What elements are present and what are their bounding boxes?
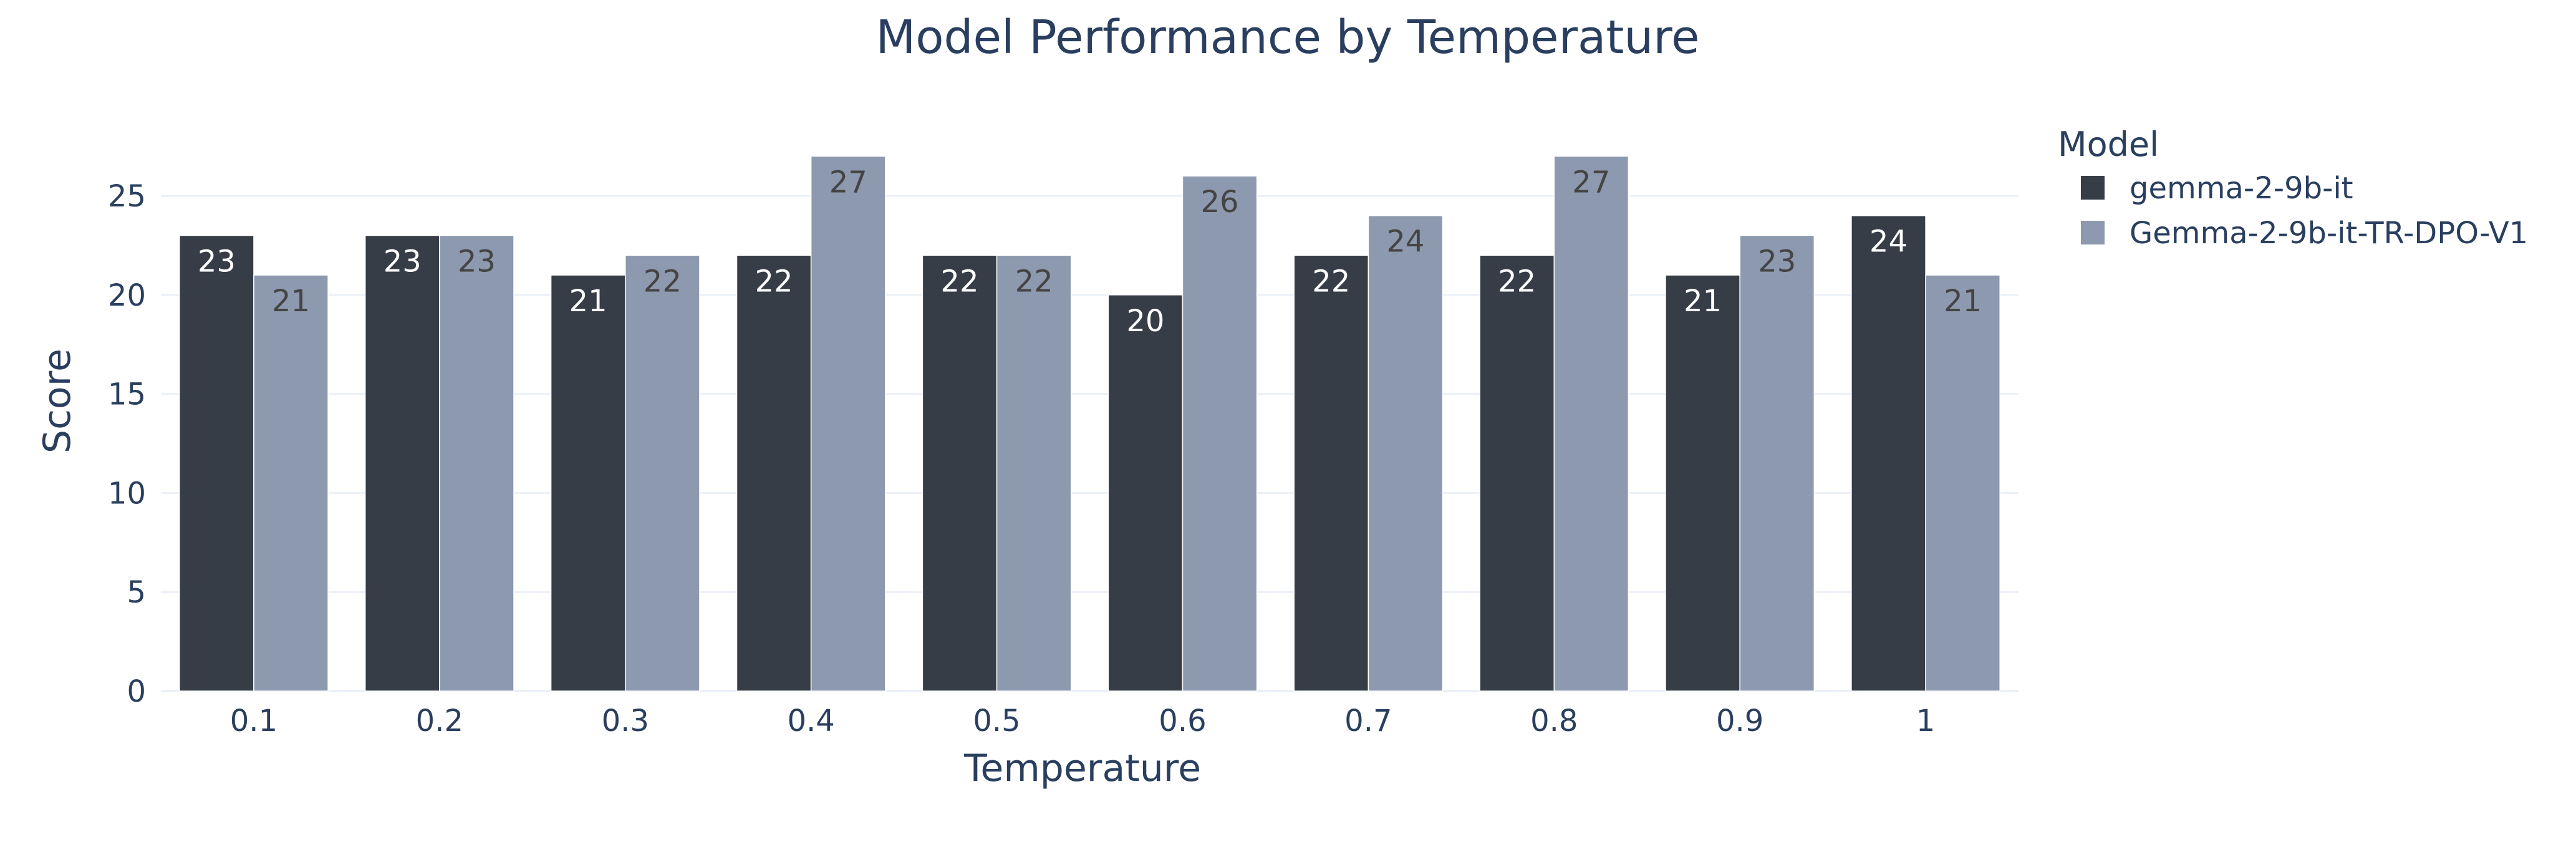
x-tick-label: 1 xyxy=(1916,704,1936,738)
legend: Model gemma-2-9b-it Gemma-2-9b-it-TR-DPO-… xyxy=(2058,125,2528,251)
bar-value-label: 23 xyxy=(384,244,422,279)
y-tick-label: 0 xyxy=(127,674,146,709)
bar xyxy=(1739,235,1815,692)
bar-value-label: 23 xyxy=(198,244,236,279)
bar xyxy=(253,274,329,692)
y-tick-label: 10 xyxy=(108,476,146,511)
bar-value-label: 23 xyxy=(1758,244,1796,279)
bar-value-label: 22 xyxy=(1015,264,1053,299)
bar-value-label: 21 xyxy=(272,284,310,319)
bar-value-label: 23 xyxy=(458,244,496,279)
bar-value-label: 22 xyxy=(1498,264,1536,299)
x-tick-label: 0.6 xyxy=(1159,704,1206,738)
bar xyxy=(625,254,700,692)
x-tick-label: 0.1 xyxy=(230,704,277,738)
bar xyxy=(1107,294,1184,692)
y-tick-label: 25 xyxy=(108,179,146,214)
x-tick-label: 0.3 xyxy=(602,704,649,738)
legend-label: gemma-2-9b-it xyxy=(2130,171,2353,206)
bar xyxy=(179,235,254,692)
bar-value-label: 22 xyxy=(940,264,978,299)
bar-value-label: 22 xyxy=(755,264,793,299)
bar-value-label: 22 xyxy=(1312,264,1350,299)
x-axis-title: Temperature xyxy=(963,747,1201,790)
bar xyxy=(1851,215,1926,692)
bar xyxy=(439,235,514,692)
x-tick-label: 0.4 xyxy=(787,704,834,738)
bar-value-label: 22 xyxy=(644,264,682,299)
bar-value-label: 24 xyxy=(1869,225,1908,259)
legend-swatch xyxy=(2081,176,2105,200)
bar xyxy=(1925,274,2000,692)
bar-value-label: 27 xyxy=(1572,165,1610,200)
x-tick-label: 0.2 xyxy=(416,704,463,738)
y-tick-labels: 0 5 10 15 20 25 xyxy=(108,179,146,709)
bar xyxy=(810,155,886,692)
legend-title: Model xyxy=(2058,125,2159,164)
bar-value-label: 21 xyxy=(569,284,607,319)
chart-title: Model Performance by Temperature xyxy=(876,11,1699,64)
bars: 23 21 23 23 21 22 22 27 22 22 20 26 22 24 22 27 21 23 24 21 xyxy=(179,155,2000,692)
x-tick-label: 0.5 xyxy=(973,704,1020,738)
bar-value-label: 21 xyxy=(1684,284,1722,319)
bar xyxy=(736,254,812,692)
y-tick-label: 15 xyxy=(108,377,146,412)
bar xyxy=(364,235,440,692)
bar xyxy=(1553,155,1629,692)
y-axis-title: Score xyxy=(36,349,79,453)
bar-value-label: 26 xyxy=(1200,185,1238,220)
y-tick-label: 20 xyxy=(108,278,146,313)
bar-value-label: 21 xyxy=(1944,284,1982,319)
bar-value-label: 20 xyxy=(1126,304,1164,339)
bar xyxy=(922,254,998,692)
x-tick-label: 0.8 xyxy=(1530,704,1578,738)
x-tick-label: 0.7 xyxy=(1344,704,1392,738)
y-tick-label: 5 xyxy=(127,575,146,610)
bar xyxy=(996,254,1072,692)
bar-value-label: 24 xyxy=(1386,225,1424,259)
legend-label: Gemma-2-9b-it-TR-DPO-V1 xyxy=(2130,216,2528,251)
bar xyxy=(1293,254,1369,692)
bar xyxy=(1368,215,1444,692)
bar xyxy=(1665,274,1740,692)
bar xyxy=(1182,175,1258,692)
bar-value-label: 27 xyxy=(829,165,867,200)
bar xyxy=(1479,254,1555,692)
bar xyxy=(550,274,626,692)
x-tick-labels: 0.1 0.2 0.3 0.4 0.5 0.6 0.7 0.8 0.9 1 xyxy=(230,704,1936,738)
legend-swatch xyxy=(2081,221,2105,244)
x-tick-label: 0.9 xyxy=(1716,704,1763,738)
